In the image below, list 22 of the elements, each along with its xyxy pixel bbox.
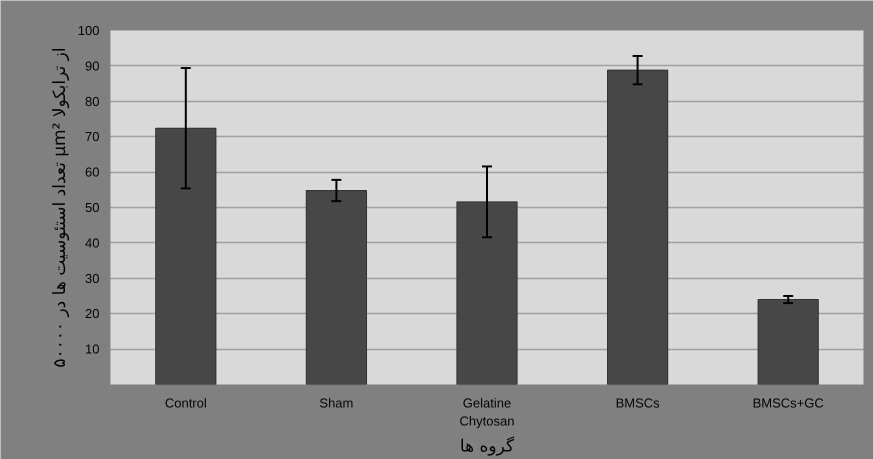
x-tick-label: Gelatine Chytosan	[460, 396, 514, 428]
bar	[758, 299, 819, 384]
y-tick-label: 30	[85, 270, 100, 286]
x-axis-title: گروه ها	[460, 436, 515, 456]
y-tick-label: 90	[85, 58, 100, 74]
x-tick-label: Control	[164, 396, 207, 410]
bar	[606, 70, 668, 384]
y-tick-label: 60	[85, 164, 100, 180]
bar	[306, 190, 368, 384]
bar	[456, 201, 518, 384]
bar	[155, 128, 216, 384]
y-tick-label: 40	[85, 235, 100, 250]
x-tick-label: BMSCs	[616, 396, 660, 410]
y-axis-title: تعداد استئوسیت ها در ۵۰۰۰۰ μm² از ترابکولا	[50, 47, 70, 368]
y-tick-label: 80	[85, 94, 100, 109]
y-tick-label: 10	[85, 342, 100, 357]
y-tick-label: 50	[85, 200, 100, 215]
y-tick-label: 70	[85, 129, 100, 144]
x-tick-label: Sham	[319, 396, 354, 410]
y-tick-label: 100	[78, 23, 100, 38]
x-tick-label: BMSCs+GC	[752, 396, 824, 410]
y-tick-label: 20	[85, 306, 100, 322]
